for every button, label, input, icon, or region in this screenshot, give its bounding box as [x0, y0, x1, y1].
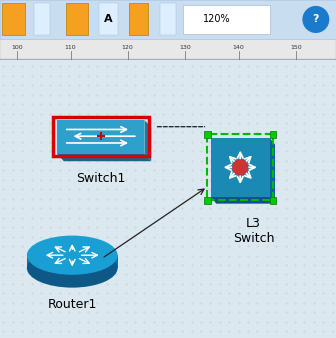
Text: 130: 130: [179, 45, 191, 50]
FancyBboxPatch shape: [0, 0, 336, 39]
Polygon shape: [57, 120, 144, 154]
Circle shape: [233, 160, 248, 175]
FancyBboxPatch shape: [204, 131, 211, 138]
FancyBboxPatch shape: [34, 3, 50, 35]
FancyBboxPatch shape: [0, 39, 336, 59]
FancyBboxPatch shape: [0, 59, 336, 338]
Text: A: A: [104, 15, 113, 24]
FancyBboxPatch shape: [66, 3, 88, 35]
FancyBboxPatch shape: [183, 5, 270, 34]
FancyBboxPatch shape: [269, 131, 276, 138]
FancyBboxPatch shape: [99, 3, 118, 35]
Text: 100: 100: [11, 45, 23, 50]
Polygon shape: [269, 138, 275, 203]
Text: 120%: 120%: [203, 15, 230, 24]
Text: 140: 140: [233, 45, 244, 50]
Text: Switch1: Switch1: [76, 172, 125, 185]
FancyBboxPatch shape: [160, 3, 176, 35]
FancyBboxPatch shape: [269, 197, 276, 203]
Ellipse shape: [27, 248, 118, 288]
Polygon shape: [211, 138, 269, 197]
Text: L3
Switch: L3 Switch: [233, 217, 275, 245]
Ellipse shape: [27, 236, 118, 275]
FancyBboxPatch shape: [204, 197, 211, 203]
Polygon shape: [27, 255, 118, 268]
Text: Router1: Router1: [48, 298, 97, 311]
FancyBboxPatch shape: [0, 59, 336, 60]
Text: ?: ?: [312, 15, 319, 24]
FancyBboxPatch shape: [2, 3, 25, 35]
Polygon shape: [211, 197, 275, 203]
Text: 150: 150: [290, 45, 301, 50]
Circle shape: [303, 7, 329, 32]
Polygon shape: [57, 154, 151, 161]
Text: 110: 110: [65, 45, 76, 50]
FancyBboxPatch shape: [129, 3, 148, 35]
Text: 120: 120: [122, 45, 133, 50]
Polygon shape: [144, 120, 151, 161]
